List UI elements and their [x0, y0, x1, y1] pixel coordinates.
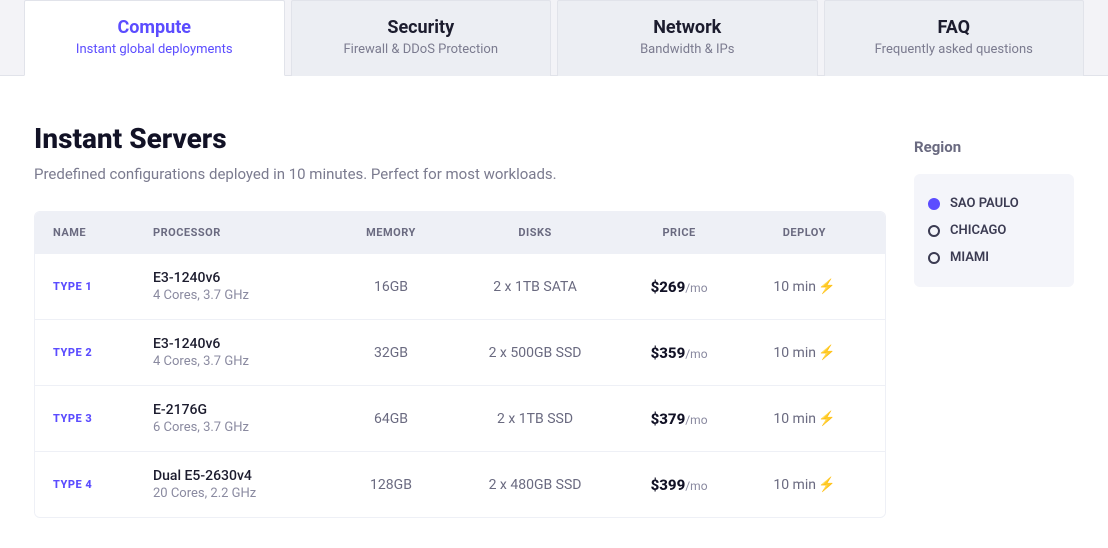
row-disks: 2 x 1TB SSD [454, 411, 617, 427]
region-label: CHICAGO [950, 223, 1006, 238]
tabs-bar: Compute Instant global deployments Secur… [0, 0, 1108, 76]
region-sidebar: Region SAO PAULO CHICAGO MIAMI [914, 122, 1074, 287]
radio-icon [928, 198, 940, 210]
tab-subtitle: Frequently asked questions [835, 42, 1074, 57]
row-processor: E3-1240v6 [153, 270, 328, 286]
row-processor: E-2176G [153, 402, 328, 418]
tab-title: FAQ [835, 17, 1074, 38]
tab-title: Network [568, 17, 807, 38]
row-name: TYPE 3 [53, 412, 153, 425]
row-processor-sub: 20 Cores, 2.2 GHz [153, 486, 328, 501]
col-deploy: DEPLOY [742, 226, 867, 239]
region-option-chicago[interactable]: CHICAGO [928, 217, 1060, 244]
row-name: TYPE 2 [53, 346, 153, 359]
tab-faq[interactable]: FAQ Frequently asked questions [824, 0, 1085, 76]
row-deploy: 10 min⚡ [742, 477, 867, 493]
tab-subtitle: Firewall & DDoS Protection [302, 42, 541, 57]
row-processor: Dual E5-2630v4 [153, 468, 328, 484]
row-deploy: 10 min⚡ [742, 279, 867, 295]
table-row[interactable]: TYPE 3 E-2176G 6 Cores, 3.7 GHz 64GB 2 x… [35, 385, 885, 451]
col-processor: PROCESSOR [153, 226, 328, 239]
region-label: MIAMI [950, 250, 989, 265]
page-subtitle: Predefined configurations deployed in 10… [34, 165, 886, 183]
region-list: SAO PAULO CHICAGO MIAMI [914, 174, 1074, 287]
row-memory: 32GB [328, 345, 453, 361]
row-disks: 2 x 1TB SATA [454, 279, 617, 295]
row-name: TYPE 1 [53, 280, 153, 293]
region-label: SAO PAULO [950, 196, 1019, 211]
tab-security[interactable]: Security Firewall & DDoS Protection [291, 0, 552, 76]
servers-table: NAME PROCESSOR MEMORY DISKS PRICE DEPLOY… [34, 211, 886, 518]
main-content: Instant Servers Predefined configuration… [34, 122, 886, 518]
tab-compute[interactable]: Compute Instant global deployments [24, 0, 285, 76]
row-price: $269/mo [616, 278, 741, 296]
tab-title: Security [302, 17, 541, 38]
row-processor: E3-1240v6 [153, 336, 328, 352]
row-disks: 2 x 500GB SSD [454, 345, 617, 361]
row-processor-sub: 4 Cores, 3.7 GHz [153, 288, 328, 303]
table-row[interactable]: TYPE 4 Dual E5-2630v4 20 Cores, 2.2 GHz … [35, 451, 885, 517]
page-title: Instant Servers [34, 122, 886, 155]
tab-subtitle: Instant global deployments [35, 42, 274, 57]
region-option-sao-paulo[interactable]: SAO PAULO [928, 190, 1060, 217]
bolt-icon: ⚡ [818, 477, 835, 493]
radio-icon [928, 225, 940, 237]
col-price: PRICE [616, 226, 741, 239]
row-price: $379/mo [616, 410, 741, 428]
row-price: $399/mo [616, 476, 741, 494]
tab-title: Compute [35, 17, 274, 38]
table-header: NAME PROCESSOR MEMORY DISKS PRICE DEPLOY [35, 212, 885, 253]
panel: Instant Servers Predefined configuration… [0, 75, 1108, 548]
row-memory: 128GB [328, 477, 453, 493]
tab-subtitle: Bandwidth & IPs [568, 42, 807, 57]
row-processor-sub: 4 Cores, 3.7 GHz [153, 354, 328, 369]
row-name: TYPE 4 [53, 478, 153, 491]
row-disks: 2 x 480GB SSD [454, 477, 617, 493]
bolt-icon: ⚡ [818, 279, 835, 295]
row-processor-sub: 6 Cores, 3.7 GHz [153, 420, 328, 435]
row-price: $359/mo [616, 344, 741, 362]
row-deploy: 10 min⚡ [742, 411, 867, 427]
tab-network[interactable]: Network Bandwidth & IPs [557, 0, 818, 76]
radio-icon [928, 252, 940, 264]
row-memory: 64GB [328, 411, 453, 427]
col-memory: MEMORY [328, 226, 453, 239]
row-memory: 16GB [328, 279, 453, 295]
region-option-miami[interactable]: MIAMI [928, 244, 1060, 271]
bolt-icon: ⚡ [818, 345, 835, 361]
col-disks: DISKS [454, 226, 617, 239]
region-heading: Region [914, 138, 1074, 156]
row-deploy: 10 min⚡ [742, 345, 867, 361]
bolt-icon: ⚡ [818, 411, 835, 427]
table-row[interactable]: TYPE 2 E3-1240v6 4 Cores, 3.7 GHz 32GB 2… [35, 319, 885, 385]
col-name: NAME [53, 226, 153, 239]
table-row[interactable]: TYPE 1 E3-1240v6 4 Cores, 3.7 GHz 16GB 2… [35, 253, 885, 319]
